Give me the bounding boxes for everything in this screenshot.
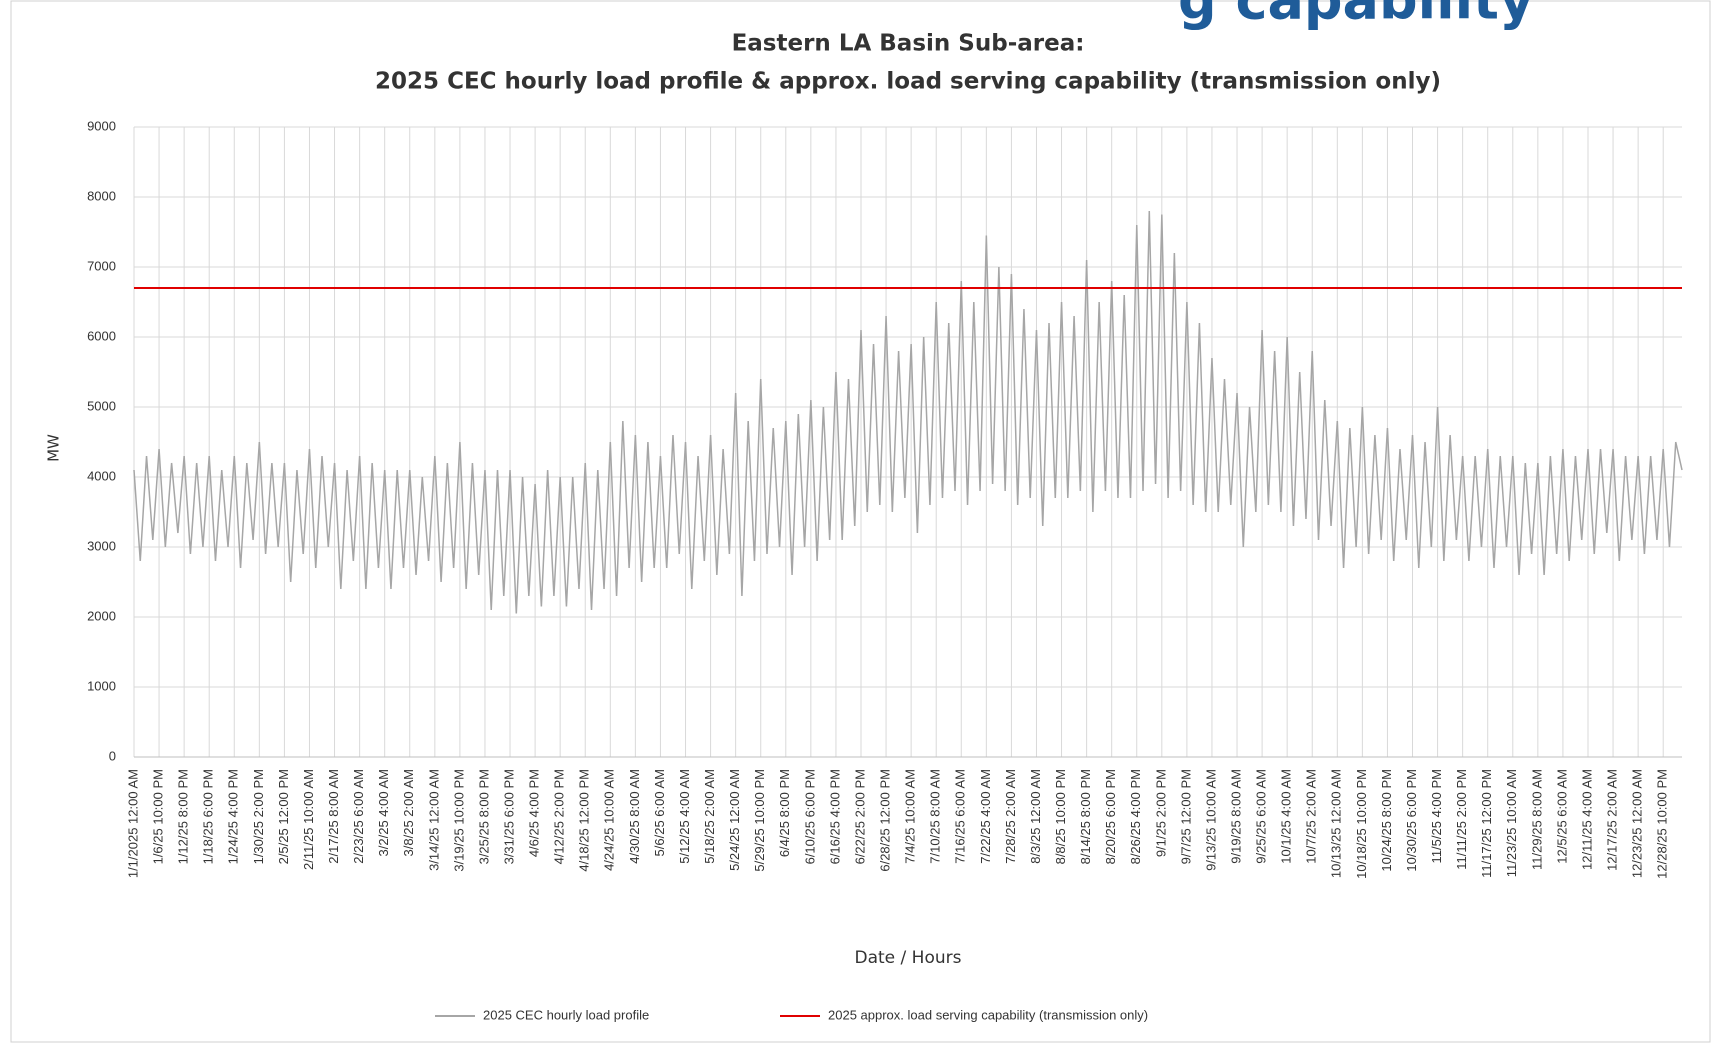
- x-tick-label: 3/25/25 8:00 PM: [476, 769, 491, 864]
- x-tick-label: 6/28/25 12:00 PM: [878, 769, 893, 872]
- x-tick-label: 11/29/25 8:00 AM: [1529, 769, 1544, 870]
- x-tick-label: 12/17/25 2:00 AM: [1604, 769, 1619, 871]
- x-tick-label: 5/12/25 4:00 AM: [677, 769, 692, 864]
- x-tick-label: 12/23/25 12:00 AM: [1630, 769, 1645, 878]
- y-tick-label: 1000: [87, 678, 116, 693]
- x-tick-label: 4/30/25 8:00 AM: [627, 769, 642, 864]
- x-tick-label: 6/4/25 8:00 PM: [777, 769, 792, 857]
- x-tick-label: 6/10/25 6:00 PM: [802, 769, 817, 864]
- x-tick-label: 7/16/25 6:00 AM: [953, 769, 968, 864]
- x-tick-label: 3/19/25 10:00 PM: [451, 769, 466, 872]
- x-tick-label: 9/25/25 6:00 AM: [1254, 769, 1269, 864]
- x-tick-label: 10/7/25 2:00 AM: [1304, 769, 1319, 864]
- x-tick-label: 2/11/25 10:00 AM: [301, 769, 316, 870]
- x-tick-label: 1/24/25 4:00 PM: [226, 769, 241, 864]
- x-tick-label: 4/18/25 12:00 PM: [577, 769, 592, 872]
- y-tick-label: 7000: [87, 258, 116, 273]
- x-tick-label: 3/8/25 2:00 AM: [401, 769, 416, 856]
- x-tick-label: 1/6/25 10:00 PM: [151, 769, 166, 864]
- x-tick-label: 7/28/25 2:00 AM: [1003, 769, 1018, 864]
- x-tick-label: 12/28/25 10:00 PM: [1655, 769, 1670, 879]
- y-tick-label: 8000: [87, 188, 116, 203]
- x-tick-label: 9/13/25 10:00 AM: [1203, 769, 1218, 871]
- y-tick-label: 9000: [87, 118, 116, 133]
- x-tick-label: 9/7/25 12:00 PM: [1178, 769, 1193, 864]
- y-tick-label: 0: [109, 748, 116, 763]
- y-tick-label: 6000: [87, 328, 116, 343]
- x-tick-label: 11/11/25 2:00 PM: [1454, 769, 1469, 870]
- x-tick-label: 6/22/25 2:00 PM: [852, 769, 867, 864]
- x-tick-label: 8/8/25 10:00 PM: [1053, 769, 1068, 864]
- x-tick-label: 4/12/25 2:00 PM: [552, 769, 567, 864]
- x-tick-label: 10/13/25 12:00 AM: [1329, 769, 1344, 878]
- x-tick-label: 11/5/25 4:00 PM: [1429, 769, 1444, 863]
- y-tick-label: 5000: [87, 398, 116, 413]
- x-tick-label: 2/5/25 12:00 PM: [276, 769, 291, 864]
- x-tick-label: 1/18/25 6:00 PM: [201, 769, 216, 864]
- x-axis-label: Date / Hours: [855, 948, 962, 968]
- x-tick-label: 8/26/25 4:00 PM: [1128, 769, 1143, 864]
- x-tick-label: 1/1/2025 12:00 AM: [125, 769, 140, 878]
- y-tick-label: 2000: [87, 608, 116, 623]
- x-tick-label: 11/17/25 12:00 PM: [1479, 769, 1494, 878]
- x-tick-label: 7/22/25 4:00 AM: [978, 769, 993, 864]
- x-tick-label: 10/30/25 6:00 PM: [1404, 769, 1419, 872]
- x-tick-label: 6/16/25 4:00 PM: [827, 769, 842, 864]
- x-tick-label: 5/18/25 2:00 AM: [702, 769, 717, 864]
- x-tick-label: 2/23/25 6:00 AM: [351, 769, 366, 864]
- x-tick-label: 3/2/25 4:00 AM: [376, 769, 391, 856]
- x-tick-label: 9/19/25 8:00 AM: [1228, 769, 1243, 864]
- load-line: [133, 210, 1683, 614]
- x-tick-label: 5/24/25 12:00 AM: [727, 769, 742, 871]
- legend-label: 2025 approx. load serving capability (tr…: [828, 1007, 1148, 1022]
- x-tick-label: 5/29/25 10:00 PM: [752, 769, 767, 872]
- x-tick-label: 2/17/25 8:00 AM: [326, 769, 341, 864]
- chart-subtitle: 2025 CEC hourly load profile & approx. l…: [375, 69, 1441, 95]
- y-axis-label: MW: [45, 434, 63, 462]
- x-tick-label: 8/3/25 12:00 AM: [1028, 769, 1043, 864]
- x-tick-label: 8/14/25 8:00 PM: [1078, 769, 1093, 864]
- x-tick-label: 9/1/25 2:00 PM: [1153, 769, 1168, 857]
- x-tick-label: 10/18/25 10:00 PM: [1354, 769, 1369, 879]
- x-tick-label: 3/14/25 12:00 AM: [426, 769, 441, 871]
- x-tick-label: 1/30/25 2:00 PM: [251, 769, 266, 864]
- x-tick-label: 12/5/25 6:00 AM: [1554, 769, 1569, 864]
- x-tick-label: 10/1/25 4:00 AM: [1279, 769, 1294, 864]
- x-tick-label: 4/24/25 10:00 AM: [602, 769, 617, 871]
- y-tick-label: 3000: [87, 538, 116, 553]
- x-tick-label: 4/6/25 4:00 PM: [527, 769, 542, 857]
- x-tick-label: 7/10/25 8:00 AM: [928, 769, 943, 864]
- slide-title-fragment: g capability: [1178, 0, 1534, 32]
- y-tick-label: 4000: [87, 468, 116, 483]
- x-tick-label: 8/20/25 6:00 PM: [1103, 769, 1118, 864]
- x-tick-label: 5/6/25 6:00 AM: [652, 769, 667, 856]
- x-tick-label: 11/23/25 10:00 AM: [1504, 769, 1519, 877]
- legend-label: 2025 CEC hourly load profile: [483, 1007, 649, 1022]
- x-tick-label: 3/31/25 6:00 PM: [501, 769, 516, 864]
- x-tick-label: 7/4/25 10:00 AM: [903, 769, 918, 864]
- chart-title: Eastern LA Basin Sub-area:: [732, 31, 1085, 57]
- x-tick-label: 12/11/25 4:00 AM: [1579, 769, 1594, 870]
- x-tick-label: 10/24/25 8:00 PM: [1379, 769, 1394, 872]
- x-tick-label: 1/12/25 8:00 PM: [176, 769, 191, 864]
